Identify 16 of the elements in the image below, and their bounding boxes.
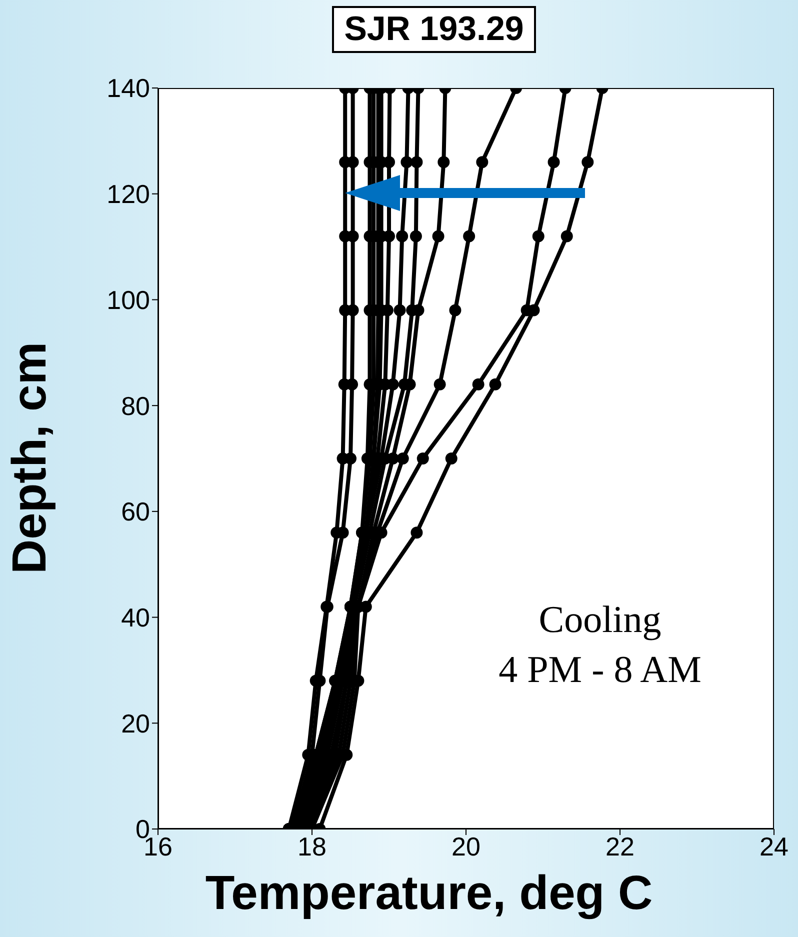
y-tick-label: 100: [106, 284, 150, 315]
y-axis-title: Depth, cm: [2, 342, 58, 574]
x-tick-label: 18: [298, 831, 326, 862]
y-tick-label: 40: [121, 602, 150, 633]
x-axis-title: Temperature, deg C: [204, 866, 654, 921]
y-tick-label: 120: [106, 179, 150, 210]
chart-title: SJR 193.29: [332, 6, 536, 53]
y-tick-label: 140: [106, 73, 150, 104]
annotation: 4 PM - 8 AM: [498, 648, 702, 693]
y-tick-label: 80: [121, 390, 150, 421]
y-tick-label: 20: [121, 708, 150, 738]
y-tick-label: 60: [121, 496, 150, 527]
x-tick-label: 24: [760, 831, 788, 862]
annotation: Cooling: [538, 598, 662, 643]
x-tick-label: 22: [606, 831, 634, 862]
x-tick-label: 20: [452, 831, 480, 862]
